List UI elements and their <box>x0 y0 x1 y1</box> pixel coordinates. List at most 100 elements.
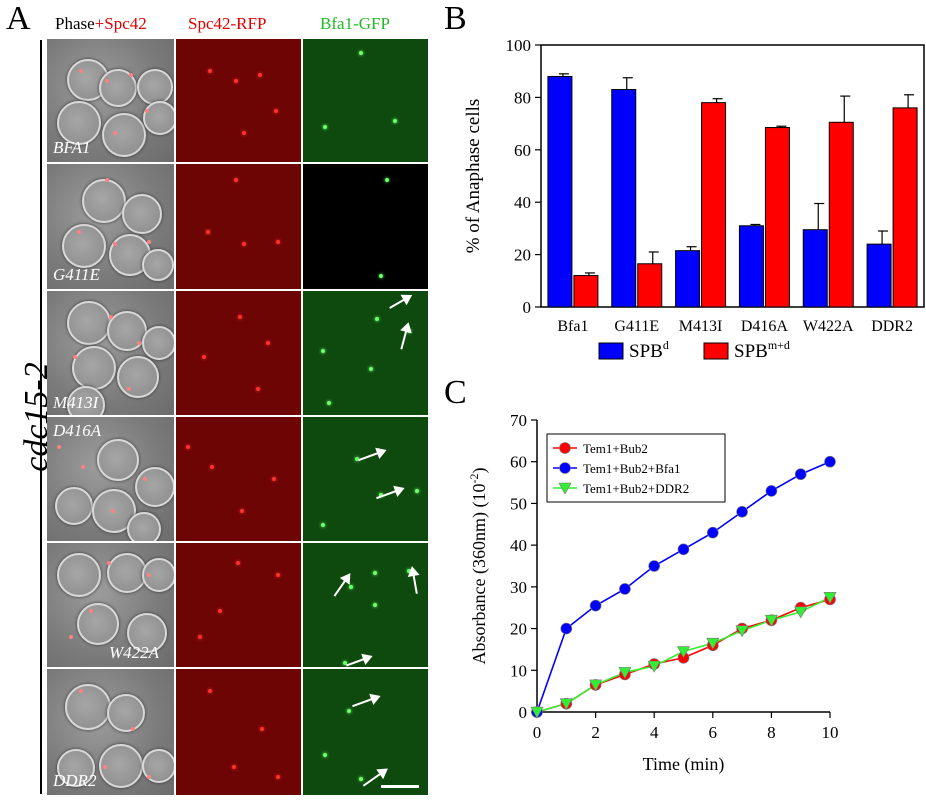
rfp-image-w422a <box>176 543 301 667</box>
bar-spb-md <box>573 275 599 308</box>
data-point <box>764 614 778 627</box>
row-label-g411e: G411E <box>53 265 100 284</box>
bfa1-gfp-dot <box>359 777 363 781</box>
spc42-rfp-dot <box>234 178 238 182</box>
yeast-cell <box>117 356 159 398</box>
bfa1-gfp-dot <box>321 349 325 353</box>
bfa1-gfp-dot <box>415 489 419 493</box>
yeast-cell <box>102 113 146 157</box>
yeast-cell <box>107 311 147 351</box>
yeast-cell <box>107 694 145 732</box>
gfp-image-ddr2 <box>303 669 428 795</box>
bar-spb-d <box>547 75 573 308</box>
bar-spb-md <box>892 107 918 308</box>
legend-swatch <box>703 342 729 360</box>
yeast-cell <box>142 249 174 281</box>
data-point <box>823 591 837 604</box>
y-axis-label: % of Anaphase cells <box>463 99 484 254</box>
arrow-indicator <box>345 657 368 667</box>
column-header-phase-text: Phase <box>55 14 95 33</box>
yeast-cell <box>57 553 101 597</box>
bfa1-gfp-dot <box>359 51 363 55</box>
plot-frame <box>540 44 925 308</box>
yeast-cell <box>82 179 126 223</box>
x-tick-label: 6 <box>709 723 718 742</box>
data-point <box>706 637 720 650</box>
phase-image-w422a: W422A <box>47 543 174 667</box>
legend-label: Tem1+Bub2+DDR2 <box>583 481 689 496</box>
spc42-rfp-dot <box>242 131 246 135</box>
x-tick-label: 2 <box>591 723 600 742</box>
yeast-cell <box>122 194 162 234</box>
bar-spb-d <box>611 89 637 308</box>
spc42-rfp-dot <box>210 465 214 469</box>
legend-label-text: SPB <box>629 341 663 362</box>
spb-dot <box>79 69 83 73</box>
y-tick-label: 20 <box>510 620 527 639</box>
data-point <box>530 706 544 719</box>
legend-marker <box>558 482 572 495</box>
y-tick-label: 70 <box>510 411 527 430</box>
row-label-d416a: D416A <box>53 421 102 440</box>
spb-dot <box>79 689 83 693</box>
x-tick-label: 8 <box>767 723 776 742</box>
line-chart: 0 10 20 30 40 50 60 70 0 2 4 6 8 10 Time (min) Absorban… <box>467 411 839 775</box>
spb-dot <box>111 509 115 513</box>
spc42-rfp-dot <box>276 775 280 779</box>
rfp-image-m413i <box>176 291 301 415</box>
gfp-image-bfa1 <box>303 39 428 162</box>
data-point <box>794 606 808 619</box>
y-tick-label: 50 <box>510 494 527 513</box>
spc42-rfp-dot <box>208 69 212 73</box>
x-tick-label: G411E <box>614 318 659 335</box>
spb-dot <box>105 178 109 182</box>
gfp-image-g411e <box>303 164 428 289</box>
y-tick-label: 20 <box>514 246 531 265</box>
bfa1-gfp-dot <box>369 367 373 371</box>
data-point <box>824 455 836 468</box>
x-tick-label: W422A <box>803 318 854 335</box>
panel-c-letter: C <box>444 374 467 411</box>
bfa1-gfp-dot <box>379 274 383 278</box>
arrow-indicator <box>400 327 408 350</box>
data-point <box>735 625 749 638</box>
spb-dot <box>147 573 151 577</box>
legend-label: SPBd <box>629 338 669 362</box>
spc42-rfp-dot <box>276 240 280 244</box>
spb-dot <box>131 727 135 731</box>
legend-label: SPBm+d <box>734 338 790 362</box>
legend-swatch <box>598 342 624 360</box>
strain-bracket-line <box>40 40 42 794</box>
bfa1-gfp-dot <box>323 753 327 757</box>
column-header-spc42-rfp: Spc42-RFP <box>188 14 267 33</box>
spb-dot <box>73 355 77 359</box>
y-axis-label-superscript: -2 <box>467 474 481 484</box>
arrow-indicator <box>352 697 376 708</box>
spb-dot <box>127 387 131 391</box>
bar-spb-md <box>637 263 663 308</box>
micrograph-grid: BFA1 G411E M413I D416A W422A DDR2 <box>47 39 428 795</box>
data-point <box>589 679 603 692</box>
data-point <box>559 698 573 711</box>
bfa1-gfp-dot <box>343 661 347 665</box>
row-label-ddr2: DDR2 <box>53 771 97 790</box>
bfa1-gfp-dot <box>323 125 327 129</box>
bfa1-gfp-dot <box>321 523 325 527</box>
y-tick-label: 100 <box>506 36 532 55</box>
yeast-cell <box>57 749 95 787</box>
spc42-rfp-dot <box>256 387 260 391</box>
yeast-cell <box>107 553 147 593</box>
spb-dot <box>145 109 149 113</box>
legend-label-text: SPB <box>734 341 768 362</box>
bfa1-gfp-dot <box>375 317 379 321</box>
bfa1-gfp-dot <box>347 709 351 713</box>
spc42-rfp-dot <box>206 230 210 234</box>
bfa1-gfp-dot <box>385 178 389 182</box>
spc42-rfp-dot <box>238 315 242 319</box>
spc42-rfp-dot <box>266 341 270 345</box>
y-tick-label: 40 <box>514 193 531 212</box>
phase-image-g411e: G411E <box>47 164 174 289</box>
x-tick-label: DDR2 <box>871 318 913 335</box>
spb-dot <box>147 775 151 779</box>
arrow-indicator <box>389 297 408 309</box>
